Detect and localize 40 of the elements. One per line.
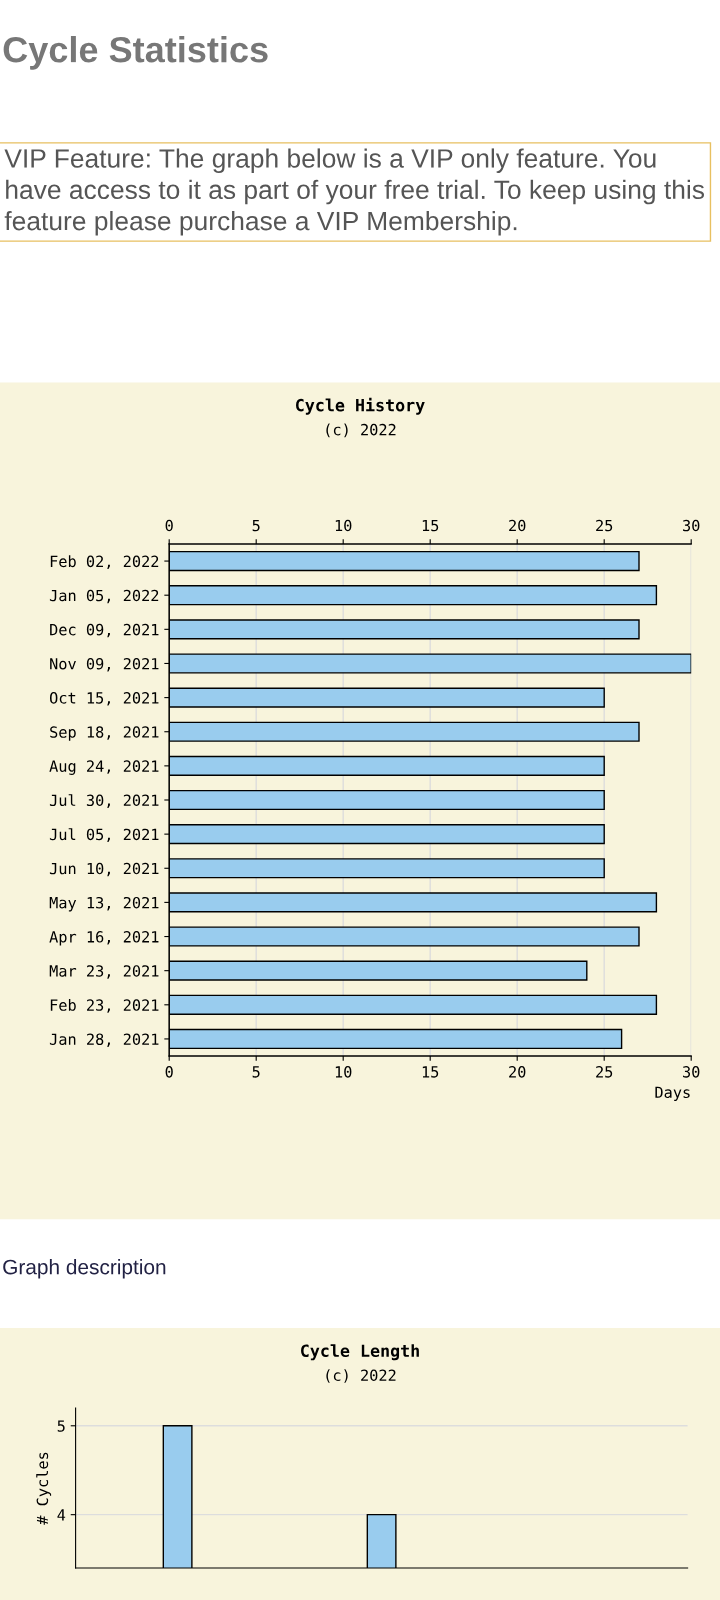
y-tick-label: Feb 23, 2021	[50, 999, 159, 1013]
y-axis-title: # Cycles	[36, 1452, 52, 1525]
x2-tick-label: 0	[165, 519, 173, 532]
y-tick-label: 5	[57, 1420, 65, 1432]
chart-subtitle: (c) 2022	[326, 1369, 396, 1383]
y-tick-label: Jun 10, 2021	[49, 862, 159, 877]
x-tick-label: 5	[252, 1066, 260, 1078]
y-tick-label: Jul 05, 2021	[49, 828, 159, 843]
x2-tick-label: 10	[335, 519, 352, 532]
y-tick-label: Oct 15, 2021	[49, 692, 159, 706]
chart-title: Cycle Length	[301, 1344, 419, 1361]
chart-title: Cycle History	[296, 397, 425, 415]
y-tick-label: Jan 28, 2021	[49, 1033, 159, 1047]
y-tick-label: Jul 30, 2021	[49, 794, 159, 808]
x-tick-label: 15	[422, 1066, 439, 1078]
y-tick-label: Nov 09, 2021	[50, 657, 159, 672]
y-tick-label: May 13, 2021	[49, 896, 159, 912]
x-tick-label: 0	[165, 1066, 173, 1078]
x2-tick-label: 20	[509, 519, 526, 532]
y-tick-label: Sep 18, 2021	[50, 726, 159, 741]
x2-tick-label: 15	[422, 519, 439, 532]
x-tick-label: 25	[596, 1066, 613, 1078]
x-tick-label: 30	[683, 1066, 700, 1078]
x-tick-label: 20	[509, 1066, 526, 1078]
x2-tick-label: 30	[683, 519, 700, 532]
text: VIP Feature: The graph below is a VIP only feature. You have access to it as part of your free trial. To keep using this feature please purchase a VIP Membership.	[4, 148, 705, 236]
chart-subtitle: (c) 2022	[326, 423, 396, 438]
x2-tick-label: 25	[596, 519, 613, 532]
y-tick-label: 4	[57, 1509, 66, 1521]
y-tick-label: Feb 02, 2022	[50, 555, 159, 570]
y-tick-label: Aug 24, 2021	[49, 760, 159, 775]
y-tick-label: Mar 23, 2021	[49, 965, 159, 979]
x2-tick-label: 5	[252, 519, 260, 532]
x-tick-label: 10	[335, 1066, 352, 1078]
y-tick-label: Apr 16, 2021	[49, 931, 159, 946]
text: Graph description	[3, 1259, 166, 1279]
y-tick-label: Dec 09, 2021	[50, 623, 159, 638]
y-tick-label: Jan 05, 2022	[49, 589, 159, 604]
text: Cycle Statistics	[3, 35, 268, 70]
x-axis-title: Days	[655, 1086, 690, 1102]
